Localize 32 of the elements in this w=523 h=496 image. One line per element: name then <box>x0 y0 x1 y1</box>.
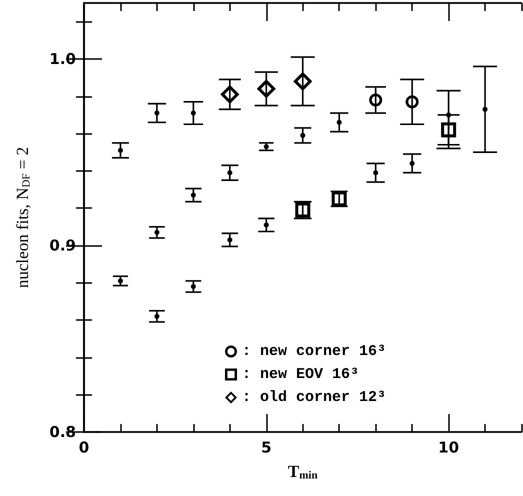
point <box>410 160 415 166</box>
point <box>369 94 382 106</box>
point <box>482 106 488 112</box>
point <box>118 278 123 284</box>
x-tick-label: 5 <box>261 438 272 456</box>
point <box>373 170 378 176</box>
y-axis-title: nucleon fits, NDF = 2 <box>13 146 32 288</box>
point <box>220 84 240 104</box>
point <box>293 72 312 91</box>
point <box>336 120 342 125</box>
point <box>190 192 196 198</box>
point <box>256 79 276 98</box>
y-tick-label: 0.8 <box>49 423 76 441</box>
point <box>190 284 196 290</box>
point <box>118 148 123 153</box>
y-tick-label: 1.0 <box>49 50 76 68</box>
point <box>441 122 456 138</box>
point <box>154 314 160 319</box>
point <box>154 110 160 116</box>
point <box>154 230 160 235</box>
point <box>264 222 269 228</box>
point <box>446 112 452 118</box>
point <box>190 110 196 116</box>
legend-label: : old corner 12³ <box>242 389 386 406</box>
point <box>227 237 232 242</box>
point <box>406 95 419 108</box>
point <box>227 170 232 176</box>
legend-label: : new EOV 16³ <box>242 366 360 383</box>
point <box>300 132 306 138</box>
legend-label: : new corner 16³ <box>242 343 386 360</box>
x-tick-label: 0 <box>78 438 90 456</box>
x-tick-label: 10 <box>438 438 460 456</box>
